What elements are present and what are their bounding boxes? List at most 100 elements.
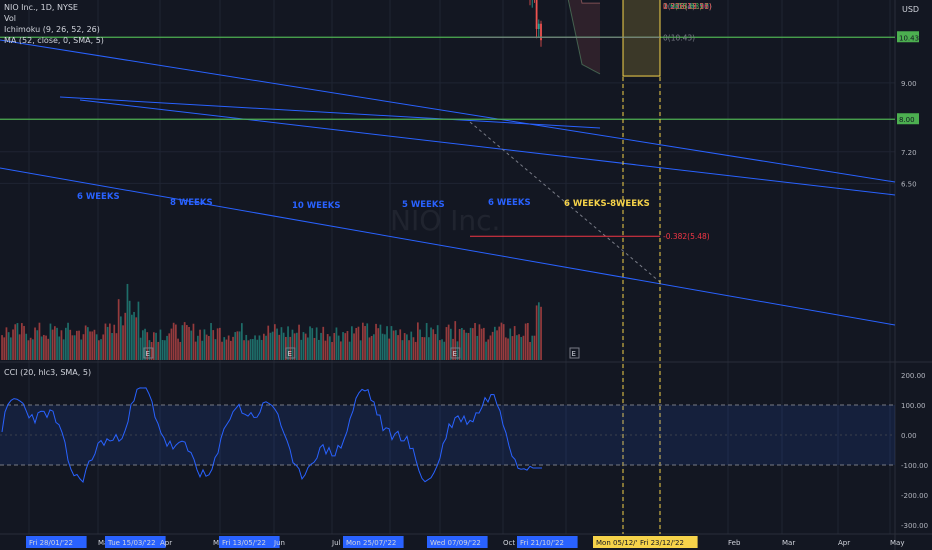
volume-bar bbox=[509, 328, 512, 360]
volume-bar bbox=[502, 324, 505, 360]
trendline-inner bbox=[79, 99, 896, 196]
volume-bar bbox=[223, 337, 226, 360]
volume-bar bbox=[296, 332, 298, 360]
volume-bar bbox=[142, 330, 144, 360]
x-label-highlight bbox=[343, 536, 404, 548]
volume-bar bbox=[267, 325, 270, 360]
fib-label: 0.382(15.17) bbox=[663, 2, 712, 11]
volume-bar bbox=[84, 325, 87, 360]
volume-bar bbox=[186, 325, 188, 360]
volume-bar bbox=[276, 328, 278, 360]
volume-bar bbox=[439, 340, 441, 360]
volume-bar bbox=[93, 329, 96, 360]
volume-bar bbox=[375, 323, 377, 360]
volume-bar bbox=[32, 339, 34, 360]
volume-bar bbox=[531, 335, 534, 360]
volume-bar bbox=[5, 327, 8, 360]
x-tick: Fri 23/12/'22 bbox=[640, 539, 684, 547]
volume-bar bbox=[511, 336, 514, 360]
volume-bar bbox=[538, 302, 540, 360]
volume-bar bbox=[146, 332, 149, 360]
fib-label: 0.236(13.36) bbox=[663, 2, 712, 11]
volume-bar bbox=[520, 337, 523, 360]
volume-bar bbox=[78, 330, 80, 360]
volume-bar bbox=[197, 335, 199, 360]
volume-bar bbox=[100, 339, 102, 360]
fib-label: 2.618(42.91) bbox=[663, 2, 712, 11]
volume-bar bbox=[434, 334, 437, 360]
volume-bar bbox=[155, 332, 157, 360]
volume-bar bbox=[168, 333, 171, 360]
volume-bar bbox=[485, 341, 487, 360]
volume-bar bbox=[419, 329, 421, 360]
channel-lower bbox=[0, 167, 896, 326]
volume-bars bbox=[1, 283, 542, 360]
volume-bar bbox=[40, 336, 43, 360]
x-tick: Jun bbox=[273, 539, 285, 547]
volume-bar bbox=[443, 341, 446, 360]
volume-bar bbox=[221, 341, 223, 360]
volume-bar bbox=[417, 322, 419, 360]
trend-lines[interactable] bbox=[0, 0, 896, 534]
ma-legend[interactable]: MA (52, close, 0, SMA, 5) bbox=[4, 36, 104, 45]
volume-bar bbox=[311, 328, 314, 360]
volume-bar bbox=[245, 334, 248, 360]
x-tick: Mon 05/12/'22 bbox=[596, 539, 646, 547]
volume-bar bbox=[60, 330, 63, 360]
duration-annotation: 6 WEEKS-8WEEKS bbox=[564, 199, 650, 209]
fib-label: 1(22.84) bbox=[663, 2, 695, 11]
earnings-marker-box bbox=[285, 347, 296, 359]
volume-bar bbox=[403, 333, 406, 360]
volume-bar bbox=[535, 305, 538, 360]
fib-label: 1.272(26.21) bbox=[663, 2, 712, 11]
volume-bar bbox=[210, 323, 212, 360]
x-tick: Mar bbox=[782, 539, 795, 547]
volume-bar bbox=[201, 340, 204, 360]
volume-bar bbox=[23, 325, 25, 360]
x-tick: Fri 13/05/'22 bbox=[222, 539, 266, 547]
cci-legend[interactable]: CCI (20, hlc3, SMA, 5) bbox=[4, 368, 92, 377]
volume-bar bbox=[527, 323, 529, 360]
volume-bar bbox=[364, 326, 366, 360]
fib-label: 0.786(20.18) bbox=[663, 2, 712, 11]
price-badge bbox=[897, 113, 919, 125]
duration-annotation: 6 WEEKS bbox=[488, 198, 531, 208]
volume-bar bbox=[38, 322, 41, 360]
cci-tick: -200.00 bbox=[901, 492, 928, 500]
volume-bar bbox=[348, 341, 351, 360]
ichimoku-legend[interactable]: Ichimoku (9, 26, 52, 26) bbox=[4, 25, 100, 34]
fib-label: 0(10.43) bbox=[663, 33, 695, 42]
target-zone-box bbox=[622, 0, 661, 77]
volume-bar bbox=[172, 322, 175, 360]
volume-bar bbox=[425, 323, 428, 360]
duration-annotation: 8 WEEKS bbox=[170, 198, 213, 208]
x-tick: Apr bbox=[160, 539, 172, 547]
x-tick: Ma bbox=[213, 539, 223, 547]
volume-bar bbox=[529, 341, 531, 360]
fib-label: 1.618(30.50) bbox=[663, 2, 712, 11]
annotations: 6 WEEKS 8 WEEKS 10 WEEKS 5 WEEKS 6 WEEKS 6 WE… bbox=[77, 192, 650, 359]
volume-bar bbox=[56, 327, 58, 360]
volume-bar bbox=[287, 326, 289, 360]
volume-bar bbox=[384, 334, 386, 360]
volume-bar bbox=[282, 332, 285, 360]
volume-bar bbox=[436, 325, 439, 360]
volume-bar bbox=[113, 324, 116, 360]
vol-legend[interactable]: Vol bbox=[4, 14, 16, 23]
fib-retracement[interactable]: 2.618(42.91)1.618(30.50)1.272(26.21)1(22… bbox=[470, 0, 712, 241]
volume-bar bbox=[199, 329, 201, 360]
volume-bar bbox=[117, 299, 120, 360]
volume-bar bbox=[144, 328, 146, 360]
fib-label: 0.5(16.63) bbox=[663, 2, 702, 11]
volume-bar bbox=[51, 329, 54, 360]
volume-bar bbox=[271, 331, 274, 360]
price-badge-text: 8.00 bbox=[899, 116, 915, 124]
volume-bar bbox=[395, 330, 397, 360]
volume-bar bbox=[480, 328, 483, 360]
volume-bar bbox=[388, 338, 391, 360]
volume-bar bbox=[95, 334, 98, 360]
volume-bar bbox=[128, 300, 131, 360]
volume-bar bbox=[208, 336, 210, 360]
volume-bar bbox=[472, 328, 474, 360]
